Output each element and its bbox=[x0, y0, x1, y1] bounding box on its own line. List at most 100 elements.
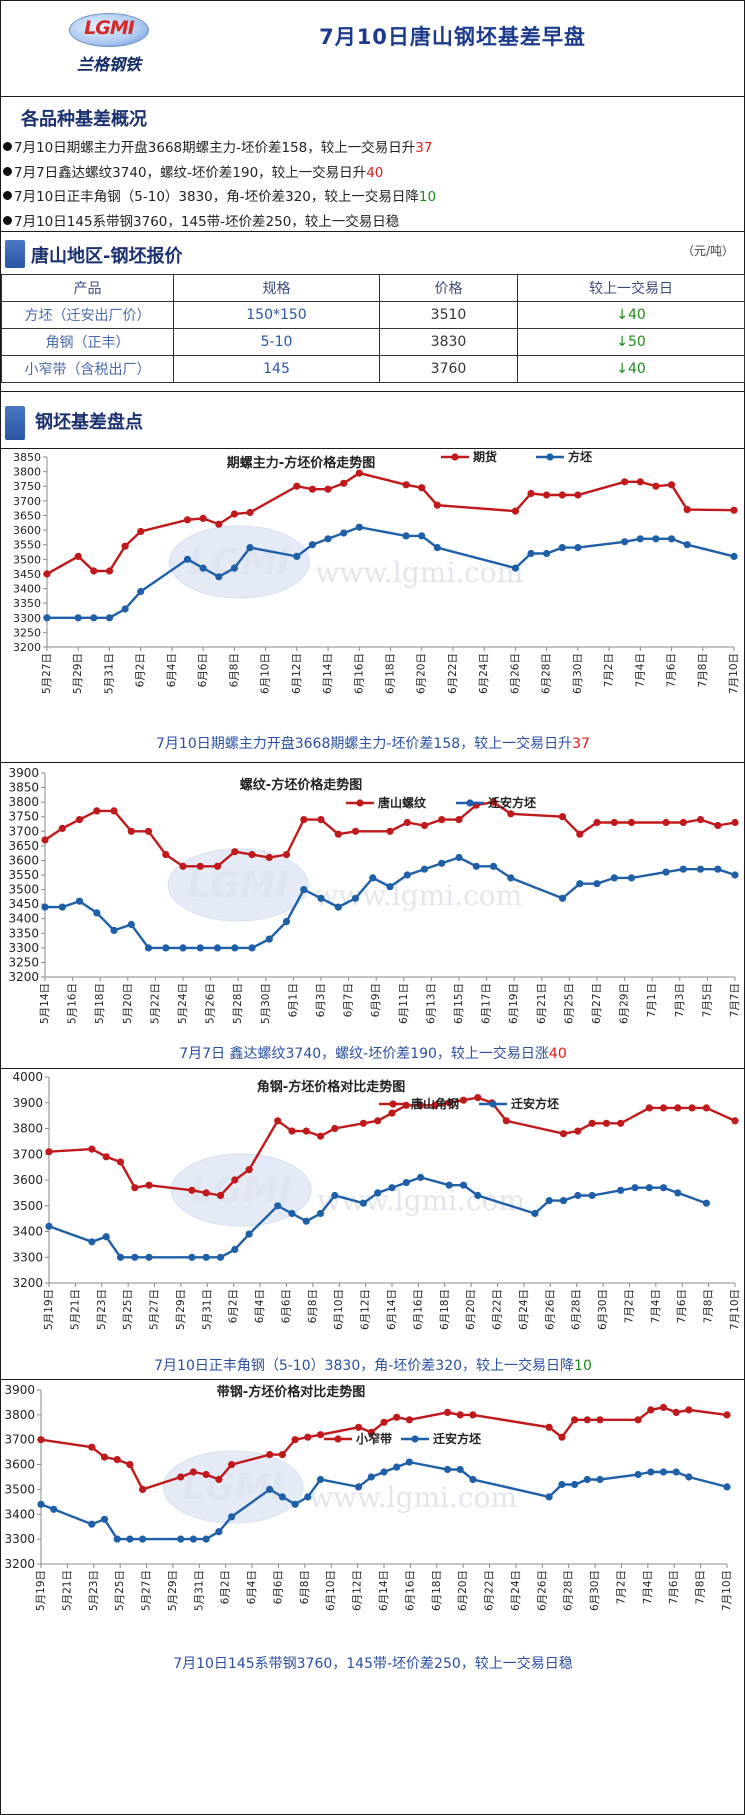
data-point bbox=[213, 862, 222, 870]
legend-marker bbox=[334, 1435, 342, 1443]
data-point bbox=[274, 1202, 282, 1210]
section-bar-icon bbox=[5, 406, 25, 440]
x-tick-label: 6月12日 bbox=[291, 653, 303, 694]
data-point bbox=[74, 614, 82, 622]
x-tick-label: 6月26日 bbox=[509, 653, 521, 694]
x-tick-label: 5月21日 bbox=[69, 1289, 81, 1330]
data-point bbox=[183, 516, 192, 524]
data-point bbox=[293, 552, 301, 560]
x-tick-label: 6月19日 bbox=[508, 983, 520, 1024]
x-tick-label: 5月28日 bbox=[232, 983, 244, 1024]
data-point bbox=[393, 1463, 401, 1471]
x-tick-label: 7月10日 bbox=[728, 653, 740, 694]
data-point bbox=[571, 1416, 579, 1424]
x-tick-label: 6月10日 bbox=[260, 653, 272, 694]
x-tick-label: 6月7日 bbox=[343, 983, 355, 1017]
x-tick-label: 5月25日 bbox=[122, 1289, 134, 1330]
data-point bbox=[137, 587, 145, 596]
basis-section-heading: 钢坯基差盘点 bbox=[1, 392, 744, 449]
data-point bbox=[420, 865, 429, 873]
data-point bbox=[507, 874, 515, 882]
data-point bbox=[405, 1458, 413, 1466]
watermark: LGMI www.lgmi.com bbox=[162, 1450, 517, 1524]
x-tick-label: 5月31日 bbox=[103, 653, 115, 694]
data-point bbox=[583, 1475, 591, 1484]
data-point bbox=[685, 1473, 693, 1481]
data-point bbox=[445, 1181, 453, 1189]
data-point bbox=[730, 552, 738, 560]
data-point bbox=[403, 818, 411, 827]
data-point bbox=[420, 821, 429, 830]
y-tick-label: 3700 bbox=[12, 1147, 43, 1161]
data-point bbox=[145, 1253, 153, 1261]
data-point bbox=[359, 1199, 367, 1207]
x-tick-label: 6月4日 bbox=[166, 653, 178, 687]
data-point bbox=[571, 1480, 579, 1489]
x-tick-label: 7月6日 bbox=[668, 1570, 680, 1604]
caption-text: 7月10日期螺主力开盘3668期螺主力-坯价差158，较上一交易日升 bbox=[156, 736, 573, 752]
data-point bbox=[402, 532, 410, 540]
data-point bbox=[386, 827, 394, 835]
data-point bbox=[316, 1209, 325, 1218]
y-tick-label: 3600 bbox=[4, 1458, 35, 1472]
data-point bbox=[545, 1197, 553, 1205]
data-point bbox=[543, 549, 551, 558]
data-point bbox=[93, 909, 101, 917]
data-point bbox=[455, 816, 463, 824]
y-tick-label: 3700 bbox=[8, 824, 39, 838]
x-tick-label: 6月2日 bbox=[135, 653, 147, 687]
data-point bbox=[474, 1191, 482, 1200]
data-point bbox=[402, 1179, 410, 1187]
data-point bbox=[723, 1411, 731, 1419]
y-tick-label: 3600 bbox=[13, 524, 41, 537]
data-point bbox=[621, 538, 629, 546]
cell-price: 3760 bbox=[379, 355, 518, 383]
x-tick-label: 6月1日 bbox=[287, 983, 299, 1017]
data-point bbox=[43, 614, 51, 622]
basis-title: 钢坯基差盘点 bbox=[35, 412, 143, 433]
data-point bbox=[456, 1465, 464, 1474]
overview-item: 7月10日期螺主力开盘3668期螺主力-坯价差158，较上一交易日升37 bbox=[3, 136, 744, 161]
data-point bbox=[189, 1468, 197, 1476]
data-point bbox=[679, 818, 687, 827]
chart-caption: 7月7日 鑫达螺纹3740，螺纹-坯价差190，较上一交易日涨40 bbox=[1, 1043, 745, 1063]
data-point bbox=[127, 920, 135, 929]
y-tick-label: 3700 bbox=[13, 495, 41, 508]
data-point bbox=[75, 897, 84, 905]
data-point bbox=[188, 1253, 196, 1261]
data-point bbox=[731, 818, 739, 827]
data-point bbox=[213, 944, 222, 952]
data-point bbox=[558, 894, 567, 902]
x-tick-label: 6月29日 bbox=[619, 983, 631, 1024]
data-point bbox=[291, 1436, 299, 1444]
data-point bbox=[502, 1117, 510, 1125]
cell-spec: 5-10 bbox=[173, 328, 380, 356]
caption-text: 7月10日正丰角钢（5-10）3830，角-坯价差320，较上一交易日降 bbox=[154, 1358, 575, 1374]
x-tick-label: 5月19日 bbox=[35, 1570, 47, 1611]
data-point bbox=[445, 1099, 453, 1107]
data-point bbox=[116, 1253, 125, 1261]
data-point bbox=[674, 1104, 682, 1112]
data-point bbox=[431, 1101, 439, 1109]
x-tick-label: 6月22日 bbox=[447, 653, 459, 694]
x-tick-label: 6月6日 bbox=[272, 1570, 284, 1604]
data-point bbox=[316, 1431, 325, 1439]
data-point bbox=[610, 818, 618, 827]
data-point bbox=[230, 510, 238, 518]
x-tick-label: 6月15日 bbox=[453, 983, 465, 1024]
data-point bbox=[230, 564, 238, 572]
data-point bbox=[100, 1453, 109, 1461]
table-row: 角钢（正丰） 5-10 3830 ↓50 bbox=[1, 328, 745, 356]
data-point bbox=[304, 1493, 312, 1501]
y-tick-label: 3500 bbox=[12, 1199, 43, 1213]
data-point bbox=[45, 1148, 53, 1156]
data-point bbox=[433, 501, 441, 509]
data-point bbox=[351, 827, 360, 835]
data-point bbox=[443, 1408, 452, 1416]
lgmi-logo: LGMI 兰格钢铁 bbox=[63, 9, 155, 74]
data-point bbox=[659, 1184, 668, 1192]
data-point bbox=[634, 1470, 642, 1479]
data-point bbox=[469, 1475, 477, 1484]
watermark-url: www.lgmi.com bbox=[309, 1481, 517, 1514]
data-point bbox=[545, 1423, 553, 1431]
